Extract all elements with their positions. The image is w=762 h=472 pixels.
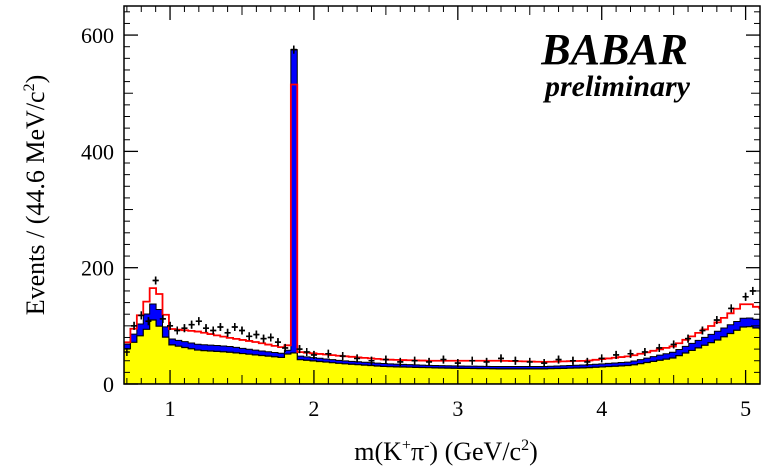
data-point <box>699 326 706 335</box>
data-point <box>282 343 289 352</box>
data-point <box>397 357 404 366</box>
data-point <box>210 326 217 335</box>
plot-frame <box>123 5 761 385</box>
data-point <box>310 350 317 359</box>
data-point <box>382 355 389 364</box>
data-point <box>656 343 663 352</box>
data-point <box>354 354 361 363</box>
data-point <box>246 332 253 341</box>
data-point <box>303 348 310 357</box>
data-point <box>231 323 238 332</box>
x-tick-label: 1 <box>165 396 176 421</box>
data-point <box>742 292 749 301</box>
data-point <box>159 314 166 323</box>
data-point <box>555 355 562 364</box>
data-point <box>174 326 181 335</box>
data-point <box>181 324 188 333</box>
babar-logo-main: BABAR <box>540 25 688 74</box>
data-point <box>641 348 648 357</box>
data-point <box>203 324 210 333</box>
babar-logo-sub: preliminary <box>542 70 691 103</box>
red-histogram-line <box>124 83 760 363</box>
data-point <box>152 276 159 285</box>
x-tick-label: 2 <box>308 396 319 421</box>
x-tick-label: 5 <box>740 396 751 421</box>
data-point <box>290 45 297 54</box>
data-point <box>685 334 692 343</box>
data-point <box>325 349 332 358</box>
data-point <box>188 320 195 329</box>
y-tick-label: 600 <box>81 23 114 48</box>
data-point <box>627 349 634 358</box>
y-axis-title: Events / (44.6 MeV/c2) <box>21 75 50 316</box>
data-point <box>274 338 281 347</box>
data-point <box>167 321 174 330</box>
data-point <box>411 356 418 365</box>
data-point <box>728 304 735 313</box>
y-tick-label: 200 <box>81 256 114 281</box>
data-point <box>253 330 260 339</box>
y-tick-label: 0 <box>103 372 114 397</box>
data-point <box>598 354 605 363</box>
data-point <box>713 316 720 325</box>
data-point <box>541 359 548 368</box>
data-point <box>339 352 346 361</box>
data-point <box>440 355 447 364</box>
axis-ticks: 1 2 3 4 5 0 200 400 600 <box>81 6 761 421</box>
x-tick-label: 4 <box>596 396 607 421</box>
data-point <box>224 328 231 337</box>
y-tick-label: 400 <box>81 139 114 164</box>
x-tick-label: 3 <box>452 396 463 421</box>
data-point <box>526 357 533 366</box>
data-point <box>469 356 476 365</box>
data-point <box>497 354 504 363</box>
data-point <box>613 350 620 359</box>
data-point <box>238 326 245 335</box>
data-point <box>296 345 303 354</box>
data-point <box>145 317 152 326</box>
plot-area <box>124 45 760 384</box>
data-point <box>260 334 267 343</box>
data-point <box>217 323 224 332</box>
data-point <box>670 340 677 349</box>
data-point <box>454 359 461 368</box>
x-axis-title: m(K+π-) (GeV/c2) <box>354 437 538 466</box>
data-point <box>584 357 591 366</box>
data-point <box>512 356 519 365</box>
babar-logo: BABAR preliminary <box>540 25 690 103</box>
data-point <box>426 357 433 366</box>
data-point <box>267 333 274 342</box>
data-point <box>483 357 490 366</box>
data-point <box>569 356 576 365</box>
data-point <box>195 317 202 326</box>
yellow-histogram <box>124 319 760 384</box>
data-point <box>138 311 145 320</box>
data-point <box>368 356 375 365</box>
